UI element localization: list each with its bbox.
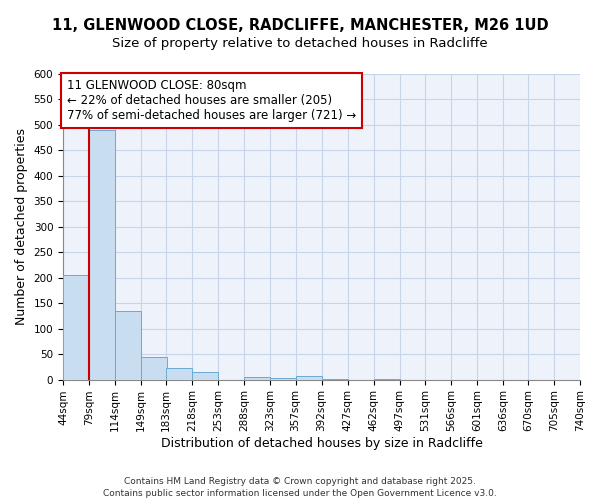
- Bar: [270, 378, 296, 380]
- X-axis label: Distribution of detached houses by size in Radcliffe: Distribution of detached houses by size …: [161, 437, 482, 450]
- Text: 11, GLENWOOD CLOSE, RADCLIFFE, MANCHESTER, M26 1UD: 11, GLENWOOD CLOSE, RADCLIFFE, MANCHESTE…: [52, 18, 548, 32]
- Bar: [63, 275, 89, 380]
- Text: 11 GLENWOOD CLOSE: 80sqm
← 22% of detached houses are smaller (205)
77% of semi-: 11 GLENWOOD CLOSE: 80sqm ← 22% of detach…: [67, 79, 356, 122]
- Bar: [244, 377, 270, 380]
- Bar: [115, 311, 141, 380]
- Bar: [374, 379, 400, 380]
- Y-axis label: Number of detached properties: Number of detached properties: [15, 128, 28, 326]
- Bar: [296, 376, 322, 380]
- Text: Contains HM Land Registry data © Crown copyright and database right 2025.
Contai: Contains HM Land Registry data © Crown c…: [103, 476, 497, 498]
- Bar: [141, 356, 167, 380]
- Bar: [166, 368, 192, 380]
- Bar: [192, 372, 218, 380]
- Bar: [322, 379, 347, 380]
- Text: Size of property relative to detached houses in Radcliffe: Size of property relative to detached ho…: [112, 38, 488, 51]
- Bar: [89, 130, 115, 380]
